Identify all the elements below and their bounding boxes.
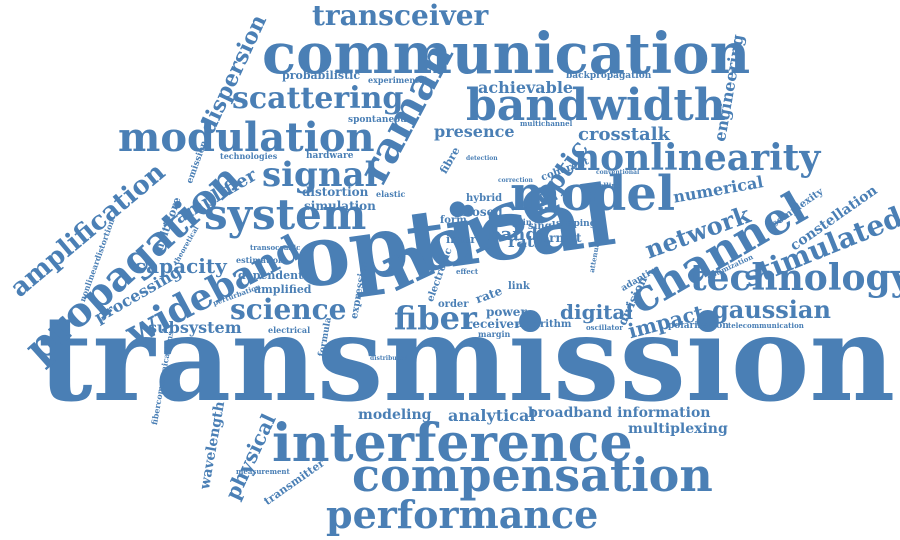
word-capacity: capacity <box>134 254 227 278</box>
word-power: power <box>486 305 527 319</box>
word-measurement: measurement <box>236 467 290 476</box>
word-polarization: polarization <box>668 321 729 331</box>
word-correction: correction <box>498 177 533 184</box>
word-detection: detection <box>466 155 498 162</box>
word-distributed: distributed <box>370 355 408 362</box>
word-subsystem: subsystem <box>148 318 242 337</box>
word-oscillator: oscillator <box>586 323 623 332</box>
word-estimation: estimation <box>236 255 284 265</box>
word-ratio: ratio <box>508 232 551 251</box>
word-modulation: modulation <box>118 114 375 161</box>
word-probabilistic: probabilistic <box>282 69 361 82</box>
word-fibre: fibre <box>437 144 463 176</box>
word-transoceanic: transoceanic <box>250 243 301 252</box>
word-transmission: transmission <box>38 289 896 428</box>
word-technologies: technologies <box>220 151 278 161</box>
word-performance: performance <box>326 492 599 537</box>
word-fiber: fiber <box>394 299 477 337</box>
word-nonlinearity: nonlinearity <box>574 137 821 179</box>
word-effect: effect <box>456 267 479 276</box>
word-analytical: analytical <box>448 406 536 425</box>
word-experimental: experimental <box>368 75 428 85</box>
word-spontaneous: spontaneous <box>348 115 412 125</box>
word-bandwidth: bandwidth <box>466 80 726 131</box>
word-signal: signal <box>262 155 378 195</box>
word-link: link <box>508 281 530 292</box>
word-inter: inter <box>446 233 477 246</box>
word-presence: presence <box>434 122 515 141</box>
word-scattering: scattering <box>232 81 404 116</box>
word-gaussian: gaussian <box>712 295 831 324</box>
word-receiver: receiver <box>466 317 521 331</box>
word-algorithm: algorithm <box>516 319 572 330</box>
word-conventional: conventional <box>596 169 640 176</box>
word-shaping: shaping <box>556 219 596 229</box>
word-simulation: simulation <box>304 199 376 213</box>
word-system: system <box>204 190 367 239</box>
word-electrical: electrical <box>268 325 311 335</box>
word-interference: interference <box>272 413 633 474</box>
word-order: order <box>438 299 469 310</box>
word-multichannel: multichannel <box>520 119 573 128</box>
word-broadband-information: broadband information <box>528 405 711 421</box>
word-closed: closed <box>460 205 503 219</box>
word-gain: gain <box>512 217 532 227</box>
word-model: model <box>510 166 676 222</box>
word-band: band <box>488 224 538 245</box>
word-backpropagation: backpropagation <box>566 71 652 81</box>
word-form: form <box>440 215 467 226</box>
word-elastic: elastic <box>376 189 406 199</box>
word-format: format <box>536 231 582 245</box>
word-science: science <box>230 293 347 326</box>
word-dependent: dependent <box>238 269 304 282</box>
word-distortion: distortion <box>302 185 369 199</box>
word-achievable: achievable <box>478 78 574 97</box>
word-compensation: compensation <box>352 448 713 502</box>
word-digital: digital <box>560 300 633 324</box>
word-single: single <box>528 221 562 232</box>
word-technology: technology <box>690 257 900 299</box>
word-margin: margin <box>478 329 511 339</box>
word-modelling: modelling <box>582 181 622 190</box>
word-amplified: amplified <box>254 283 312 296</box>
word-communication: communication <box>262 21 751 87</box>
word-transceiver: transceiver <box>312 0 489 32</box>
word-crosstalk: crosstalk <box>578 124 671 145</box>
word-modeling: modeling <box>358 407 432 423</box>
word-hardware: hardware <box>306 151 354 161</box>
word-hybrid: hybrid <box>466 193 503 204</box>
word-multiplexing: multiplexing <box>628 421 728 437</box>
word-telecommunication: telecommunication <box>728 321 804 330</box>
